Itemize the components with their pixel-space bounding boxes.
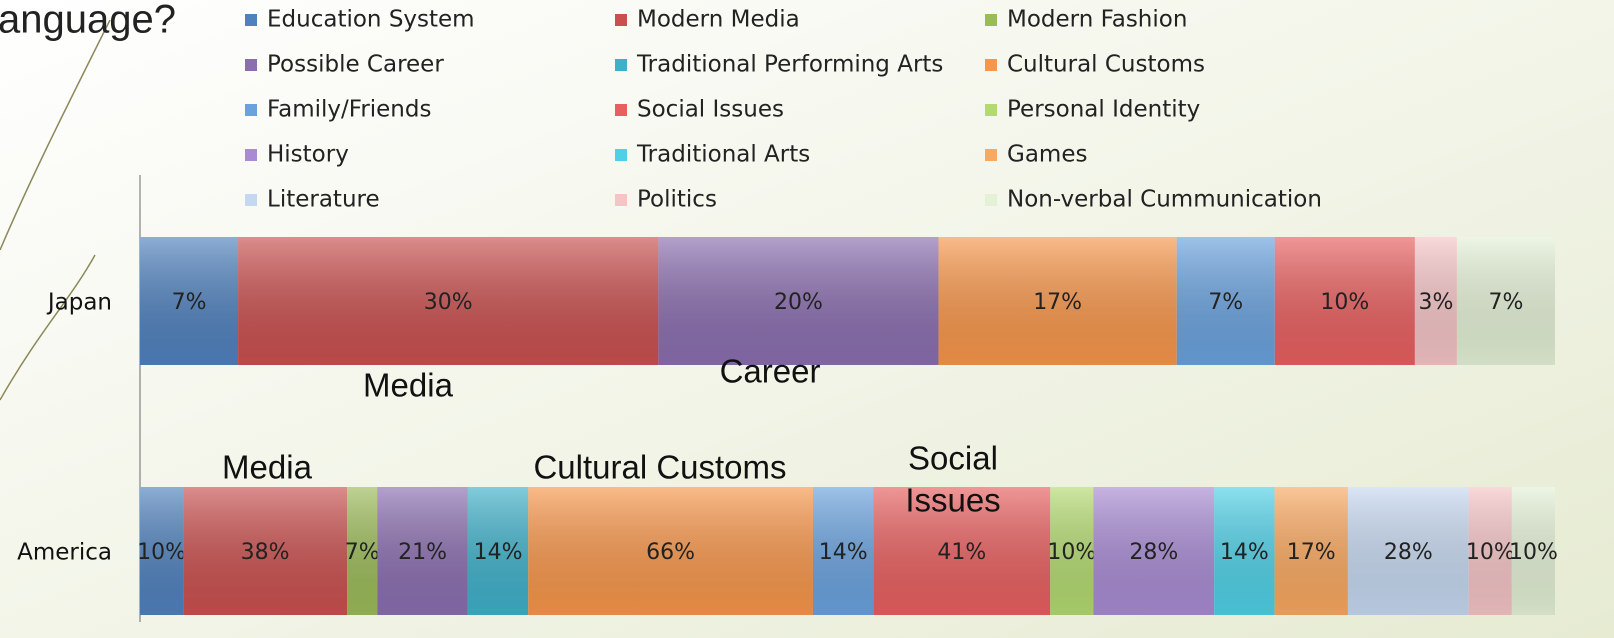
legend-swatch: [615, 149, 627, 161]
legend-label: Modern Fashion: [1007, 7, 1187, 33]
value-label: 14%: [1220, 540, 1269, 565]
value-label: 10%: [137, 540, 186, 565]
value-label: 28%: [1384, 540, 1433, 565]
legend-swatch: [985, 149, 997, 161]
legend-swatch: [985, 194, 997, 206]
value-label: 30%: [424, 290, 473, 315]
value-label: 10%: [1466, 540, 1515, 565]
bar-shine: [1456, 237, 1555, 365]
legend-label: Modern Media: [637, 7, 800, 33]
value-label: 7%: [1208, 290, 1243, 315]
legend-swatch: [615, 194, 627, 206]
bar-shine: [140, 237, 239, 365]
legend-label: Social Issues: [637, 97, 784, 123]
legend-label: Education System: [267, 7, 475, 33]
value-label: 7%: [172, 290, 207, 315]
value-label: 7%: [345, 540, 380, 565]
value-label: 14%: [474, 540, 523, 565]
legend-label: Personal Identity: [1007, 97, 1200, 123]
value-label: 41%: [937, 540, 986, 565]
value-label: 10%: [1320, 290, 1369, 315]
bar-shine: [873, 487, 1051, 615]
bar-shine: [238, 237, 659, 365]
legend-label: Family/Friends: [267, 97, 431, 123]
legend-swatch: [985, 59, 997, 71]
legend-swatch: [615, 59, 627, 71]
bar-shine: [1414, 237, 1457, 365]
value-label: 21%: [398, 540, 447, 565]
annotation: Social: [908, 440, 998, 477]
legend-label: Politics: [637, 187, 717, 213]
legend-swatch: [985, 14, 997, 26]
bar-shine: [1468, 487, 1512, 615]
decor-curve: [0, 19, 111, 401]
value-label: 38%: [241, 540, 290, 565]
legend-swatch: [615, 14, 627, 26]
legend-label: Traditional Performing Arts: [636, 52, 943, 78]
value-label: 14%: [819, 540, 868, 565]
legend-swatch: [985, 104, 997, 116]
legend-label: Traditional Arts: [636, 142, 810, 168]
chart-title: anguage?: [0, 0, 176, 42]
legend-swatch: [245, 104, 257, 116]
annotation: Issues: [905, 482, 1000, 519]
bar-shine: [1274, 237, 1415, 365]
value-label: 17%: [1033, 290, 1082, 315]
bar-shine: [377, 487, 468, 615]
legend-label: Games: [1007, 142, 1087, 168]
value-label: 28%: [1129, 540, 1178, 565]
bar-shine: [347, 487, 378, 615]
bar-shine: [938, 237, 1177, 365]
value-label: 3%: [1418, 290, 1453, 315]
legend-label: Cultural Customs: [1007, 52, 1205, 78]
bar-shine: [1093, 487, 1215, 615]
bar-shine: [812, 487, 874, 615]
value-label: 7%: [1489, 290, 1524, 315]
value-label: 17%: [1287, 540, 1336, 565]
bar-shine: [1347, 487, 1469, 615]
bar-shine: [183, 487, 348, 615]
value-label: 66%: [646, 540, 695, 565]
value-label: 10%: [1047, 540, 1096, 565]
annotation: Media: [363, 367, 454, 404]
bar-shine: [528, 487, 813, 615]
legend-swatch: [245, 194, 257, 206]
bar-shine: [1511, 487, 1555, 615]
legend-swatch: [615, 104, 627, 116]
value-label: 20%: [774, 290, 823, 315]
category-label: America: [17, 540, 112, 566]
legend-label: Literature: [267, 187, 380, 213]
value-label: 10%: [1509, 540, 1558, 565]
category-label: Japan: [46, 290, 112, 316]
legend-swatch: [245, 14, 257, 26]
legend-swatch: [245, 149, 257, 161]
annotation: Media: [222, 449, 313, 486]
legend-label: History: [267, 142, 349, 168]
bar-shine: [140, 487, 184, 615]
legend-label: Non-verbal Cummunication: [1007, 187, 1322, 213]
bar-shine: [1274, 487, 1348, 615]
legend-label: Possible Career: [267, 52, 444, 78]
bar-shine: [1214, 487, 1275, 615]
legend-swatch: [245, 59, 257, 71]
annotation: Career: [720, 353, 821, 390]
bar-shine: [1050, 487, 1094, 615]
bar-shine: [1176, 237, 1275, 365]
bar-shine: [658, 237, 939, 365]
bar-shine: [467, 487, 529, 615]
annotation: Cultural Customs: [533, 449, 786, 486]
